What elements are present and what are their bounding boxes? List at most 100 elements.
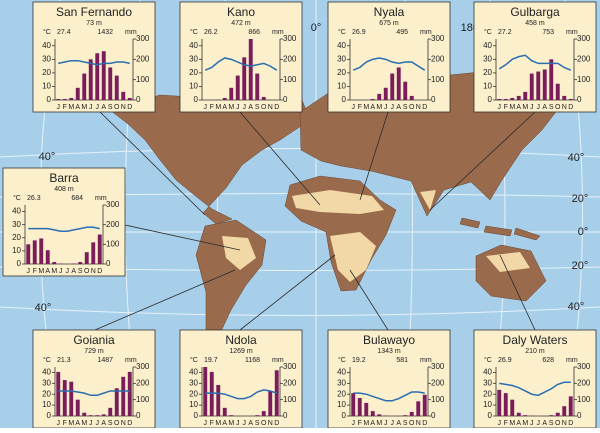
y-tick-label: 0 — [47, 95, 52, 104]
y-tick-label: 40 — [42, 41, 51, 50]
mean-temp: 19.7 — [204, 357, 218, 364]
precip-bar — [403, 415, 407, 416]
y-tick-label: 20 — [42, 68, 51, 77]
y2-tick-label: 200 — [283, 54, 297, 63]
chart-title: Bulawayo — [363, 333, 415, 347]
y2-tick-label: 300 — [136, 362, 150, 371]
month-label: J — [498, 104, 502, 111]
precip-bar — [63, 380, 67, 416]
graticule-label: 40° — [568, 152, 585, 164]
y-tick-label: 10 — [337, 82, 346, 91]
y-tick-label: 10 — [189, 400, 198, 409]
y2-tick-label: 300 — [106, 200, 120, 209]
y-tick-label: 10 — [483, 82, 492, 91]
month-label: J — [96, 420, 100, 427]
precip-bar — [416, 401, 420, 416]
precip-bar — [410, 412, 414, 416]
precip-bar — [255, 74, 259, 100]
precip-bar — [229, 415, 233, 416]
month-label: J — [66, 268, 70, 275]
y2-tick-label: 200 — [283, 378, 297, 387]
precip-bar — [95, 415, 99, 416]
y2-tick-label: 200 — [136, 54, 150, 63]
precip-bar — [203, 367, 207, 416]
y2-tick-label: 200 — [106, 220, 120, 229]
precip-bar — [549, 415, 553, 416]
precip-bar — [569, 99, 573, 100]
y2-tick-label: 200 — [577, 378, 591, 387]
y2-tick-label: 100 — [136, 75, 150, 84]
precip-bar — [523, 415, 527, 416]
precip-bar — [115, 388, 119, 416]
month-label: A — [516, 104, 521, 111]
precip-bar — [397, 67, 401, 100]
temp-unit: °C — [13, 194, 21, 202]
month-label: M — [81, 420, 87, 427]
month-label: A — [71, 268, 76, 275]
precip-bar — [128, 372, 132, 416]
month-label: O — [84, 268, 90, 275]
month-label: O — [555, 420, 561, 427]
graticule-label: 0° — [311, 22, 322, 34]
precip-bar — [63, 99, 67, 100]
elevation: 210 m — [525, 348, 545, 355]
y-tick-label: 40 — [483, 41, 492, 50]
chart-title: Kano — [227, 5, 255, 19]
month-label: A — [45, 268, 50, 275]
temp-unit: °C — [43, 28, 51, 36]
graticule-label: 20° — [572, 193, 589, 205]
graticule-label: 0° — [578, 226, 589, 238]
month-label: A — [542, 420, 547, 427]
y-tick-label: 0 — [17, 259, 22, 268]
month-label: M — [68, 420, 74, 427]
precip-bar — [76, 88, 80, 100]
annual-precip: 628 — [542, 357, 554, 364]
month-label: J — [89, 104, 93, 111]
precip-bar — [33, 240, 37, 264]
temp-unit: °C — [43, 356, 51, 364]
y2-tick-label: 0 — [431, 411, 436, 420]
month-label: A — [248, 104, 253, 111]
month-label: J — [384, 420, 388, 427]
annual-precip: 753 — [542, 29, 554, 36]
elevation: 73 m — [86, 20, 102, 27]
temp-unit: °C — [190, 356, 198, 364]
chart-title: Barra — [49, 171, 79, 185]
y2-tick-label: 100 — [106, 239, 120, 248]
y-tick-label: 40 — [189, 41, 198, 50]
month-label: J — [530, 104, 534, 111]
y-tick-label: 20 — [483, 68, 492, 77]
precip-bar — [223, 408, 227, 416]
y2-tick-label: 100 — [577, 395, 591, 404]
month-label: D — [422, 104, 427, 111]
precip-bar — [52, 262, 56, 264]
precip-bar — [39, 238, 43, 264]
month-label: A — [75, 104, 80, 111]
precip-bar — [56, 372, 60, 416]
month-label: D — [127, 420, 132, 427]
mean-temp: 26.2 — [204, 29, 218, 36]
precip-bar — [26, 244, 30, 264]
y-tick-label: 0 — [342, 95, 347, 104]
y-tick-label: 30 — [189, 54, 198, 63]
month-label: O — [555, 104, 561, 111]
mean-temp: 27.2 — [498, 29, 512, 36]
precip-bar — [268, 392, 272, 417]
y2-tick-label: 0 — [283, 95, 288, 104]
month-label: M — [363, 104, 369, 111]
month-label: O — [114, 420, 120, 427]
month-label: J — [243, 104, 247, 111]
month-label: A — [75, 420, 80, 427]
precip-bar — [523, 92, 527, 100]
y-tick-label: 10 — [483, 400, 492, 409]
elevation: 1343 m — [377, 348, 401, 355]
month-label: N — [416, 420, 421, 427]
month-label: A — [370, 104, 375, 111]
month-label: N — [562, 104, 567, 111]
precip-bar — [569, 396, 573, 416]
month-label: J — [236, 420, 240, 427]
